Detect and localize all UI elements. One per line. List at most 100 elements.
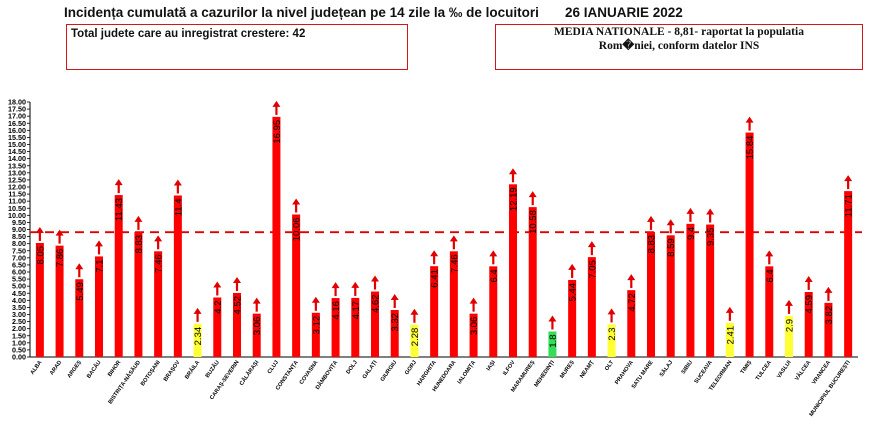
trend-arrow-head: [272, 100, 281, 107]
category-label: CĂLĂRAȘI: [238, 359, 261, 387]
category-label: IAȘI: [486, 359, 497, 372]
value-label: 4.16: [331, 301, 342, 320]
y-tick-label: 7.50: [12, 246, 26, 255]
bar: [154, 251, 163, 357]
trend-arrow-head: [114, 179, 123, 186]
value-label: 7.05: [587, 260, 598, 279]
y-tick-label: 6.50: [12, 260, 26, 269]
bar: [804, 291, 813, 357]
bar: [331, 298, 340, 357]
y-tick-label: 17.50: [8, 105, 26, 114]
trend-arrow-head: [173, 179, 182, 186]
y-tick-label: 15.00: [8, 140, 26, 149]
bar: [568, 279, 577, 357]
category-label: NEAMȚ: [579, 359, 596, 379]
category-label: SUCEAVA: [694, 360, 714, 385]
category-label: GIURGIU: [380, 360, 399, 383]
bar: [647, 231, 655, 357]
bar: [252, 313, 261, 357]
trend-arrow-head: [292, 198, 301, 205]
value-label: 6.41: [430, 269, 441, 288]
category-label: SATU MARE: [631, 359, 655, 390]
value-label: 16.95: [272, 120, 283, 144]
y-tick-label: 2.50: [12, 317, 26, 326]
bar: [449, 251, 458, 357]
increase-count-box: Total judete care au inregistrat crester…: [66, 24, 408, 70]
y-tick-label: 1.00: [12, 338, 26, 347]
category-label: SIBIU: [681, 360, 694, 376]
value-label: 5.44: [568, 283, 579, 302]
trend-arrow-head: [489, 250, 498, 257]
category-label: MEHEDINȚI: [534, 359, 557, 388]
y-tick-label: 2.00: [12, 324, 26, 333]
bar: [390, 309, 399, 357]
trend-arrow-head: [154, 235, 163, 242]
bar: [745, 132, 754, 357]
trend-arrow-head: [233, 276, 241, 283]
value-label: 2.3: [607, 327, 618, 340]
bar: [469, 313, 478, 357]
trend-arrow-head: [509, 168, 517, 175]
trend-arrow-head: [666, 219, 675, 226]
trend-arrow-head: [627, 274, 636, 281]
category-label: HARGHITA: [416, 360, 438, 387]
category-label: ARGEȘ: [67, 359, 83, 379]
trend-arrow-head: [548, 315, 557, 322]
trend-arrow-head: [765, 250, 774, 257]
y-tick-label: 17.00: [8, 112, 26, 121]
category-label: OLT: [604, 359, 615, 372]
trend-arrow-head: [213, 281, 222, 288]
category-label: COVASNA: [299, 360, 320, 386]
category-label: BACĂU: [85, 359, 102, 380]
value-label: 8.83: [647, 235, 658, 254]
category-label: VASLUI: [776, 359, 793, 379]
value-label: 9.35: [706, 228, 717, 247]
value-label: 8.59: [666, 238, 677, 257]
bar: [371, 291, 379, 357]
bar: [824, 302, 833, 357]
category-label: IALOMIȚA: [457, 360, 477, 386]
y-tick-label: 5.00: [12, 282, 26, 291]
bar: [173, 195, 182, 357]
trend-arrow-head: [371, 275, 379, 282]
chart-title: Incidența cumulată a cazurilor la nivel …: [64, 5, 539, 20]
value-label: 2.34: [193, 327, 204, 346]
category-label: TIMIȘ: [740, 359, 754, 375]
trend-arrow-head: [587, 241, 596, 248]
trend-arrow-head: [35, 226, 44, 233]
value-label: 2.9: [785, 319, 796, 332]
y-tick-label: 14.00: [8, 154, 26, 163]
value-label: 10.06: [292, 217, 303, 241]
increase-count-text: Total judete care au inregistrat crester…: [71, 28, 306, 40]
y-tick-label: 15.50: [8, 133, 26, 142]
value-label: 12.19: [509, 187, 520, 211]
value-label: 4.2: [213, 301, 224, 314]
trend-arrow-head: [844, 175, 853, 182]
bar: [410, 324, 419, 357]
category-label: BIHOR: [107, 360, 122, 378]
y-tick-label: 9.00: [12, 225, 26, 234]
y-tick-label: 16.50: [8, 119, 26, 128]
trend-arrow-head: [430, 250, 439, 257]
bar: [548, 331, 557, 357]
category-label: SĂLAJ: [658, 359, 674, 378]
trend-arrow-head: [785, 299, 793, 306]
y-tick-label: 10.50: [8, 204, 26, 213]
value-label: 4.59: [804, 295, 815, 314]
trend-arrow-head: [686, 207, 695, 214]
category-label: VRANCEA: [811, 360, 832, 386]
bar: [528, 207, 537, 357]
trend-arrow-head: [390, 293, 399, 300]
bar: [95, 256, 103, 357]
trend-arrow-head: [804, 275, 813, 282]
value-label: 6.4: [765, 269, 776, 282]
value-label: 3.32: [390, 313, 401, 332]
category-label: ALBA: [30, 360, 44, 376]
y-tick-label: 8.00: [12, 239, 26, 248]
value-label: 11.43: [114, 198, 125, 221]
y-tick-label: 4.50: [12, 289, 26, 298]
category-label: BOTOȘANI: [140, 359, 162, 387]
trend-arrow-head: [193, 307, 202, 314]
y-tick-label: 16.00: [8, 126, 26, 135]
